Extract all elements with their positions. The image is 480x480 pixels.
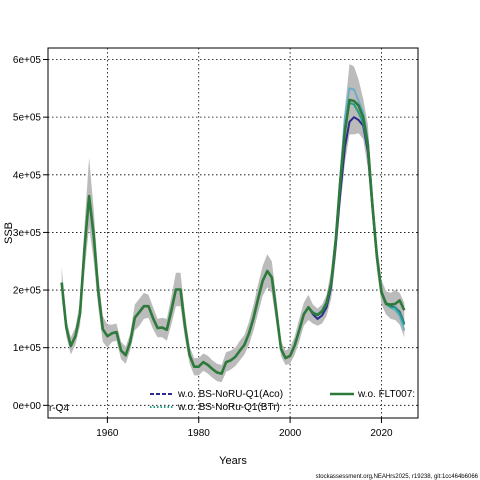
- legend: w.o. BS-NoRU-Q1(Aco) w.o. BS-NoRu-Q1(BTr)…: [150, 389, 415, 413]
- y-tick-label: 6e+05: [13, 55, 42, 66]
- y-axis: 0e+00 1e+05 2e+05 3e+05 4e+05 5e+05 6e+05: [13, 55, 48, 412]
- series-lines: [60, 87, 406, 375]
- plot-frame: [47, 47, 419, 419]
- credit-text: stockassessment.org,NEAHrs2025, r19238, …: [316, 474, 479, 480]
- legend-label-2: w.o. BS-NoRu-Q1(BTr): [177, 402, 280, 413]
- y-tick-label: 3e+05: [13, 228, 42, 239]
- y-tick-label: 1e+05: [13, 343, 42, 354]
- series-line-4: [60, 98, 406, 375]
- y-tick-label: 0e+00: [13, 401, 42, 412]
- grid: [48, 48, 418, 418]
- confidence-band: [61, 64, 405, 383]
- x-tick-label: 1960: [96, 428, 119, 439]
- y-tick-label: 5e+05: [13, 113, 42, 124]
- y-tick-label: 2e+05: [13, 286, 42, 297]
- corner-label: r-Q4: [49, 403, 69, 414]
- x-axis-title: Years: [219, 455, 247, 467]
- x-axis: 1960 1980 2000 2020: [96, 418, 393, 439]
- legend-label-1: w.o. BS-NoRU-Q1(Aco): [177, 389, 283, 400]
- y-axis-title: SSB: [3, 222, 15, 244]
- x-tick-label: 1980: [188, 428, 211, 439]
- x-tick-label: 2020: [370, 428, 393, 439]
- x-tick-label: 2000: [279, 428, 302, 439]
- legend-label-3: w.o. FLT007:: [357, 389, 415, 400]
- y-tick-label: 4e+05: [13, 170, 42, 181]
